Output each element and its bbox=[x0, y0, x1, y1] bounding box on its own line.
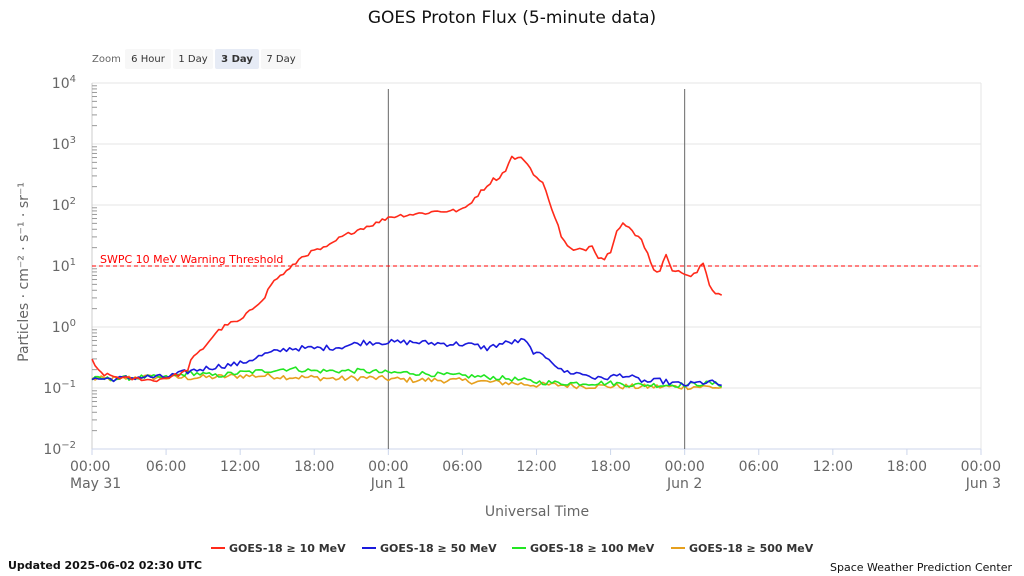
zoom-button-1-day[interactable]: 1 Day bbox=[173, 49, 213, 69]
zoom-button-label[interactable]: 3 Day bbox=[221, 54, 253, 65]
y-axis: 10−2 10−1 100 101 102 103 104 bbox=[43, 74, 97, 458]
zoom-button-3-day[interactable]: 3 Day bbox=[215, 49, 259, 69]
x-tick-time: 12:00 bbox=[516, 459, 556, 475]
y-tick-label: 10−2 bbox=[43, 440, 76, 458]
legend-label[interactable]: GOES-18 ≥ 50 MeV bbox=[380, 542, 497, 555]
y-axis-label: Particles · cm⁻² · s⁻¹ · sr⁻¹ bbox=[16, 182, 32, 362]
series-lines bbox=[91, 155, 723, 391]
series-line-p10 bbox=[91, 155, 723, 383]
zoom-button-bg[interactable] bbox=[125, 49, 171, 69]
x-tick-date: Jun 1 bbox=[370, 476, 406, 492]
x-tick-time: 00:00 bbox=[368, 459, 408, 475]
x-tick-date: Jun 3 bbox=[965, 476, 1001, 492]
chart-title: GOES Proton Flux (5-minute data) bbox=[368, 8, 656, 28]
y-tick-label: 10−1 bbox=[43, 379, 76, 397]
y-tick-label: 103 bbox=[52, 135, 76, 153]
zoom-bar: Zoom 6 Hour 1 Day 3 Day 7 Day bbox=[92, 49, 301, 69]
zoom-button-6-hour[interactable]: 6 Hour bbox=[125, 49, 171, 69]
x-tick-time: 00:00 bbox=[664, 459, 704, 475]
legend-item-p500[interactable]: GOES-18 ≥ 500 MeV bbox=[671, 542, 814, 555]
series-line-p50 bbox=[91, 337, 722, 387]
x-tick-time: 12:00 bbox=[813, 459, 853, 475]
legend-item-p50[interactable]: GOES-18 ≥ 50 MeV bbox=[362, 542, 497, 555]
legend-label[interactable]: GOES-18 ≥ 10 MeV bbox=[229, 542, 346, 555]
x-tick-time: 00:00 bbox=[961, 459, 1001, 475]
x-tick-date: Jun 2 bbox=[666, 476, 702, 492]
warning-threshold-label: SWPC 10 MeV Warning Threshold bbox=[100, 253, 283, 266]
zoom-button-bg[interactable] bbox=[261, 49, 301, 69]
x-tick-time: 06:00 bbox=[739, 459, 779, 475]
x-tick-time: 18:00 bbox=[590, 459, 630, 475]
credit-text: Space Weather Prediction Center bbox=[830, 561, 1012, 574]
legend-label[interactable]: GOES-18 ≥ 500 MeV bbox=[689, 542, 814, 555]
legend: GOES-18 ≥ 10 MeV GOES-18 ≥ 50 MeV GOES-18 … bbox=[211, 542, 814, 555]
x-tick-time: 18:00 bbox=[887, 459, 927, 475]
zoom-label: Zoom bbox=[92, 54, 121, 65]
zoom-button-label[interactable]: 1 Day bbox=[178, 54, 207, 65]
legend-item-p10[interactable]: GOES-18 ≥ 10 MeV bbox=[211, 542, 346, 555]
x-axis-label: Universal Time bbox=[485, 504, 589, 520]
x-tick-time: 00:00 bbox=[70, 459, 110, 475]
y-tick-label: 102 bbox=[52, 196, 76, 214]
x-tick-time: 06:00 bbox=[442, 459, 482, 475]
updated-timestamp: Updated 2025-06-02 02:30 UTC bbox=[8, 559, 202, 572]
legend-label[interactable]: GOES-18 ≥ 100 MeV bbox=[530, 542, 655, 555]
legend-item-p100[interactable]: GOES-18 ≥ 100 MeV bbox=[512, 542, 655, 555]
y-tick-label: 101 bbox=[52, 257, 76, 275]
series-line-p500 bbox=[91, 372, 722, 391]
y-tick-label: 100 bbox=[52, 318, 76, 336]
zoom-button-label[interactable]: 6 Hour bbox=[131, 54, 166, 65]
x-tick-date: May 31 bbox=[70, 476, 121, 492]
zoom-button-label[interactable]: 7 Day bbox=[266, 54, 295, 65]
series-line-p100 bbox=[91, 366, 723, 389]
zoom-button-bg[interactable] bbox=[215, 49, 259, 69]
x-tick-time: 18:00 bbox=[294, 459, 334, 475]
zoom-button-7-day[interactable]: 7 Day bbox=[261, 49, 301, 69]
x-tick-time: 12:00 bbox=[220, 459, 260, 475]
y-tick-label: 104 bbox=[52, 74, 76, 92]
x-tick-time: 06:00 bbox=[146, 459, 186, 475]
zoom-button-bg[interactable] bbox=[173, 49, 213, 69]
